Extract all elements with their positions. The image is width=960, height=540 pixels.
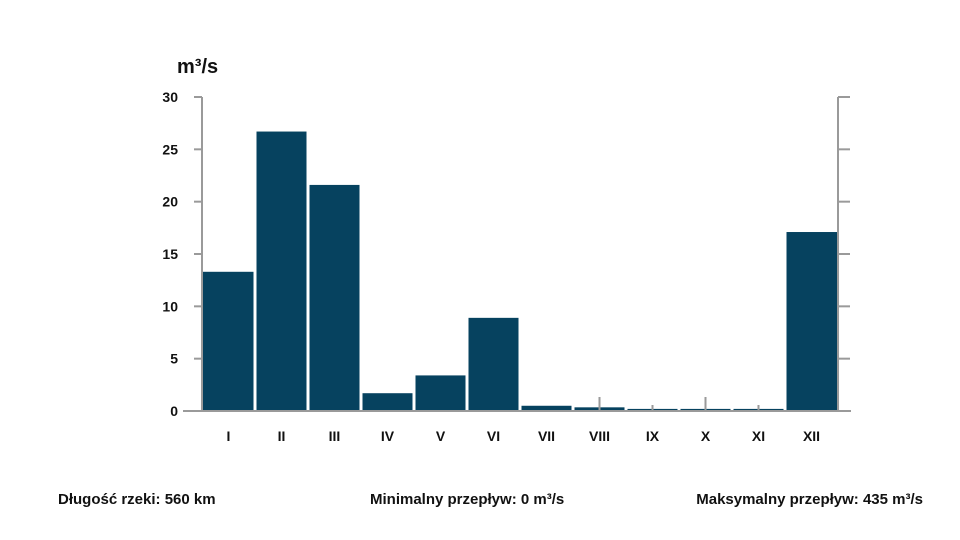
- bar-VII: [521, 405, 572, 411]
- x-tick-label: VII: [538, 428, 555, 444]
- river-length-text: Długość rzeki: 560 km: [58, 491, 216, 508]
- x-tick-label: II: [278, 428, 286, 444]
- bar-III: [309, 184, 360, 411]
- y-tick-label: 25: [162, 141, 178, 157]
- bar-XII: [786, 232, 838, 411]
- max-flow-text: Maksymalny przepływ: 435 m³/s: [696, 491, 923, 508]
- x-tick-label: VIII: [589, 428, 610, 444]
- y-tick-label: 20: [162, 194, 178, 210]
- x-tick-label: I: [227, 428, 231, 444]
- y-tick-label: 15: [162, 246, 178, 262]
- y-tick-label: 30: [162, 89, 178, 105]
- min-flow-text: Minimalny przepływ: 0 m³/s: [370, 491, 565, 508]
- x-tick-label: XII: [803, 428, 820, 444]
- bar-IV: [362, 393, 413, 411]
- y-tick-label: 5: [170, 351, 178, 367]
- x-tick-label: IV: [381, 428, 395, 444]
- bar-V: [415, 375, 466, 411]
- x-tick-label: X: [701, 428, 711, 444]
- x-tick-label: V: [436, 428, 446, 444]
- x-tick-label: III: [329, 428, 341, 444]
- y-tick-label: 10: [162, 298, 178, 314]
- x-tick-label: VI: [487, 428, 500, 444]
- bar-I: [202, 271, 254, 411]
- y-axis-label: m³/s: [177, 56, 219, 78]
- x-tick-label: XI: [752, 428, 765, 444]
- x-tick-label: IX: [646, 428, 660, 444]
- bar-II: [256, 131, 307, 412]
- bar-VI: [468, 317, 519, 411]
- y-tick-label: 0: [170, 403, 178, 419]
